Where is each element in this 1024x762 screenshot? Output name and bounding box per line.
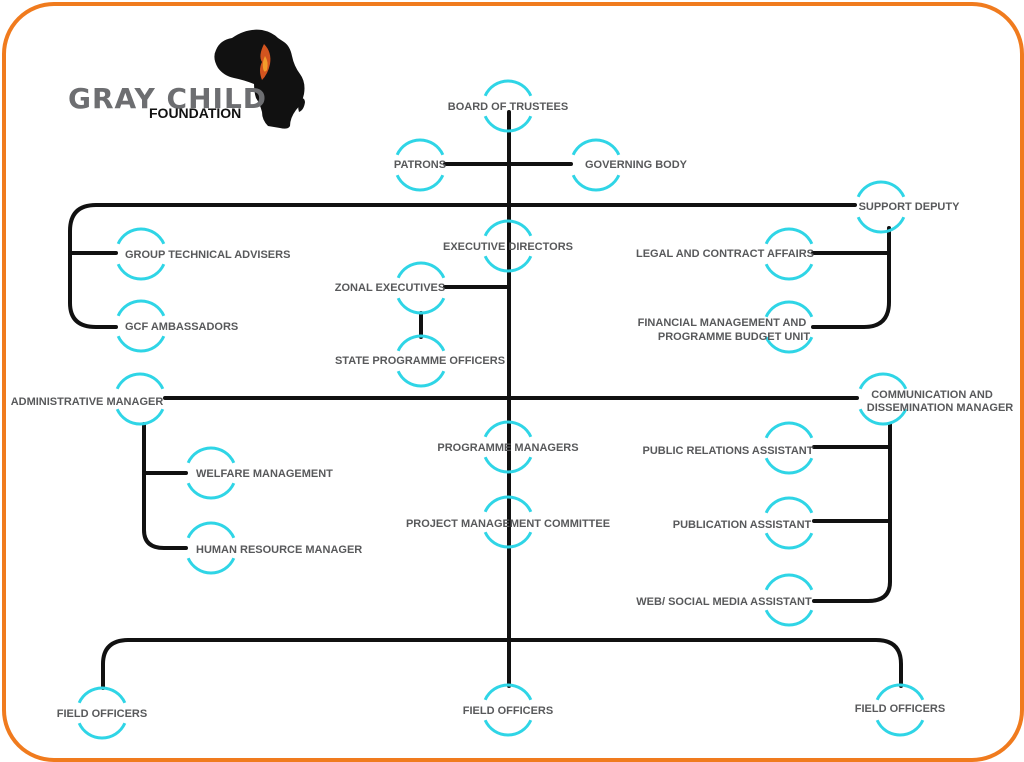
node-communication-manager-line1: COMMUNICATION AND: [871, 389, 993, 401]
circle-administrative-manager-top: [115, 372, 165, 390]
node-state-programme-officers: STATE PROGRAMME OFFICERS: [335, 355, 505, 367]
node-field-officers-right: FIELD OFFICERS: [855, 703, 945, 715]
circle-financial-management-top: [764, 300, 814, 318]
circle-executive-directors-top: [483, 219, 533, 237]
node-gcf-ambassadors: GCF AMBASSADORS: [125, 321, 238, 333]
circle-project-management-committee-top: [483, 495, 533, 513]
circle-group-technical-advisers-bottom: [116, 263, 166, 281]
circle-governing-body-top: [571, 138, 621, 156]
circle-publication-assistant-bottom: [764, 532, 814, 550]
circle-board-of-trustees-top: [483, 79, 533, 97]
node-field-officers-left: FIELD OFFICERS: [57, 708, 147, 720]
circle-legal-and-contract-affairs-bottom: [764, 263, 814, 281]
circle-field-officers-left-top: [77, 686, 127, 704]
circle-zonal-executives-top: [396, 261, 446, 279]
circle-legal-and-contract-affairs-top: [764, 227, 814, 245]
node-web-social-media-assistant: WEB/ SOCIAL MEDIA ASSISTANT: [636, 596, 812, 608]
circle-support-deputy-bottom: [856, 216, 906, 234]
circle-web-social-media-assistant-bottom: [764, 609, 814, 627]
circle-state-programme-officers-bottom: [396, 370, 446, 388]
circle-web-social-media-assistant-top: [764, 573, 814, 591]
node-communication-manager-line2: DISSEMINATION MANAGER: [867, 402, 1014, 414]
logo-name: GRAY CHILD: [68, 82, 267, 115]
node-board-of-trustees: BOARD OF TRUSTEES: [448, 101, 568, 113]
node-executive-directors: EXECUTIVE DIRECTORS: [443, 241, 573, 253]
circle-field-officers-center-top: [483, 683, 533, 701]
circle-administrative-manager-bottom: [115, 408, 165, 426]
circle-executive-directors-bottom: [483, 255, 533, 273]
connector-lines: [68, 110, 903, 690]
node-welfare-management: WELFARE MANAGEMENT: [196, 468, 333, 480]
node-financial-management-line2: PROGRAMME BUDGET UNIT: [658, 331, 810, 343]
circle-human-resource-manager-bottom: [186, 557, 236, 575]
circle-patrons-top: [395, 138, 445, 156]
node-administrative-manager: ADMINISTRATIVE MANAGER: [11, 396, 164, 408]
circle-project-management-committee-bottom: [483, 531, 533, 549]
connector-top-bar: [68, 203, 857, 329]
node-zonal-executives: ZONAL EXECUTIVES: [335, 282, 445, 294]
node-support-deputy: SUPPORT DEPUTY: [859, 201, 961, 213]
circle-gcf-ambassadors-bottom: [116, 335, 166, 353]
node-financial-management-line1: FINANCIAL MANAGEMENT AND: [638, 317, 807, 329]
circle-programme-managers-top: [483, 420, 533, 438]
circle-programme-managers-bottom: [483, 456, 533, 474]
connector-admin: [142, 422, 188, 550]
circle-field-officers-right-bottom: [875, 719, 925, 737]
circle-governing-body-bottom: [571, 174, 621, 192]
node-patrons: PATRONS: [394, 159, 446, 171]
circle-gcf-ambassadors-top: [116, 299, 166, 317]
circle-board-of-trustees-bottom: [483, 115, 533, 133]
circle-field-officers-left-bottom: [77, 722, 127, 740]
node-publication-assistant: PUBLICATION ASSISTANT: [673, 519, 812, 531]
circle-communication-manager-top: [858, 372, 908, 390]
circle-welfare-management-top: [186, 446, 236, 464]
logo-subtitle: FOUNDATION: [149, 105, 241, 121]
circle-support-deputy-top: [856, 180, 906, 198]
circle-field-officers-center-bottom: [483, 719, 533, 737]
africa-map-icon: [214, 29, 305, 129]
node-field-officers-center: FIELD OFFICERS: [463, 705, 553, 717]
circle-communication-manager-bottom: [858, 408, 908, 426]
circle-public-relations-assistant-bottom: [764, 457, 814, 475]
node-project-management-committee: PROJECT MANAGEMENT COMMITTEE: [406, 518, 610, 530]
circle-state-programme-officers-top: [396, 334, 446, 352]
node-labels: BOARD OF TRUSTEES PATRONS GOVERNING BODY…: [11, 101, 1014, 720]
node-circles: [77, 79, 925, 740]
node-legal-and-contract-affairs: LEGAL AND CONTRACT AFFAIRS: [636, 248, 814, 260]
node-programme-managers: PROGRAMME MANAGERS: [437, 442, 578, 454]
madagascar-icon: [298, 98, 305, 112]
circle-patrons-bottom: [395, 174, 445, 192]
node-human-resource-manager: HUMAN RESOURCE MANAGER: [196, 544, 362, 556]
connector-communication: [812, 422, 892, 603]
circle-group-technical-advisers-top: [116, 227, 166, 245]
circle-human-resource-manager-top: [186, 521, 236, 539]
flame-inner-icon: [262, 56, 268, 72]
node-public-relations-assistant: PUBLIC RELATIONS ASSISTANT: [643, 445, 814, 457]
circle-publication-assistant-top: [764, 496, 814, 514]
circle-public-relations-assistant-top: [764, 421, 814, 439]
circle-welfare-management-bottom: [186, 482, 236, 500]
logo: GRAY CHILD FOUNDATION: [68, 29, 305, 129]
circle-zonal-executives-bottom: [396, 297, 446, 315]
circle-field-officers-right-top: [875, 683, 925, 701]
node-governing-body: GOVERNING BODY: [585, 159, 688, 171]
node-group-technical-advisers: GROUP TECHNICAL ADVISERS: [125, 249, 290, 261]
connector-support-deputy: [811, 226, 891, 329]
connector-bottom-bar: [101, 638, 903, 690]
circle-financial-management-bottom: [764, 336, 814, 354]
